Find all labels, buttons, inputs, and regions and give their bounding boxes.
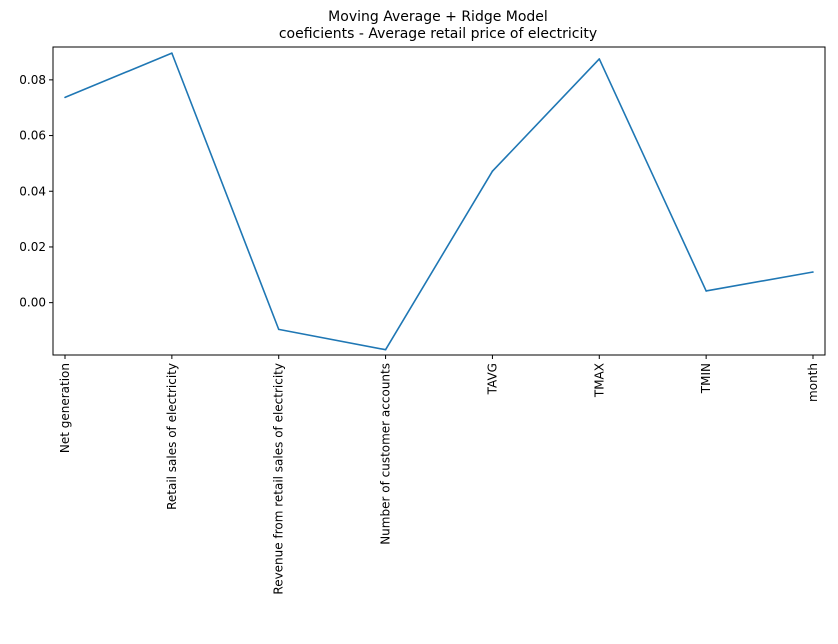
chart-title: Moving Average + Ridge Model — [328, 9, 548, 25]
data-point — [705, 290, 707, 292]
x-tick-label: TAVG — [485, 363, 499, 395]
y-tick-label: 0.04 — [19, 184, 46, 198]
x-tick-label: month — [806, 363, 820, 402]
axes-frame — [52, 46, 826, 356]
data-point — [491, 170, 494, 173]
data-point — [171, 52, 173, 54]
plot-area: 0.00 0.02 0.04 0.06 0.08 Net generation Retail… — [19, 46, 826, 595]
data-point — [277, 328, 280, 331]
x-tick-label: TMAX — [592, 363, 606, 398]
data-point — [384, 348, 387, 351]
x-tick-label: Revenue from retail sales of electricity — [272, 363, 286, 595]
chart-subtitle: coeficients - Average retail price of el… — [279, 26, 597, 42]
y-tick-label: 0.06 — [19, 129, 46, 143]
data-point — [64, 96, 66, 99]
series-line — [64, 52, 814, 351]
x-tick-label: Net generation — [58, 363, 72, 453]
data-point — [598, 58, 601, 60]
y-tick-label: 0.08 — [19, 73, 46, 87]
x-tick-label: TMIN — [699, 363, 713, 394]
x-tick-label: Number of customer accounts — [379, 363, 393, 545]
data-point — [812, 271, 814, 273]
y-tick-label: 0.00 — [19, 296, 46, 310]
x-tick-label: Retail sales of electricity — [165, 363, 179, 510]
y-tick-label: 0.02 — [19, 240, 46, 254]
